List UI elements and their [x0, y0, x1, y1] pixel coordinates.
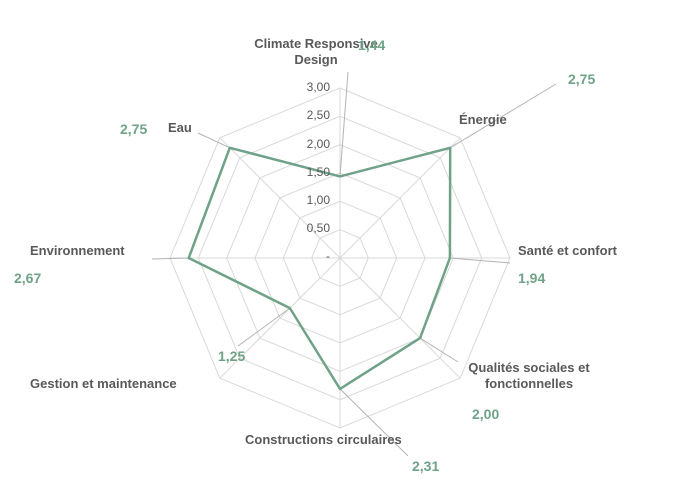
axis-spoke	[219, 137, 341, 259]
leader-line	[151, 257, 189, 260]
value-label-energie: 2,75	[568, 71, 596, 87]
value-label-qualites-sociales-et-fonctionnelles: 2,00	[472, 406, 500, 422]
radial-tick-300: 3,00	[306, 80, 330, 94]
axis-spoke	[339, 257, 461, 379]
axis-spoke	[339, 137, 461, 259]
radial-tick-100: 1,00	[306, 193, 330, 207]
category-label-gestion-et-maintenance: Gestion et maintenance	[30, 376, 177, 391]
category-label-sante-et-confort: Santé et confort	[518, 243, 617, 258]
value-label-environnement: 2,67	[14, 270, 42, 286]
category-label-eau: Eau	[168, 120, 192, 135]
category-label-energie: Énergie	[459, 112, 507, 127]
radial-tick-150: 1,50	[306, 165, 330, 179]
category-label-constructions-circulaires: Constructions circulaires	[245, 432, 402, 447]
value-label-eau: 2,75	[120, 121, 148, 137]
leader-line	[339, 71, 349, 177]
value-label-constructions-circulaires: 2,31	[412, 458, 440, 474]
category-label-climate-responsive-design: Climate Responsive Design	[254, 36, 378, 68]
leader-line	[419, 337, 459, 363]
leader-line	[339, 388, 409, 457]
leader-line	[237, 307, 291, 347]
leader-line	[449, 257, 511, 264]
leader-line	[197, 132, 231, 149]
radial-tick-050: 0,50	[306, 221, 330, 235]
category-label-qualites-sociales-et-fonctionnelles: Qualités sociales et fonctionnelles	[468, 360, 590, 392]
axis-spoke	[219, 257, 341, 379]
category-label-environnement: Environnement	[30, 243, 125, 258]
radial-tick-zero: -	[326, 249, 330, 263]
value-label-climate-responsive-design: 1,44	[358, 37, 386, 53]
value-label-gestion-et-maintenance: 1,25	[218, 348, 246, 364]
radial-tick-250: 2,50	[306, 108, 330, 122]
leader-line	[449, 83, 557, 149]
radial-tick-200: 2,00	[306, 137, 330, 151]
value-label-sante-et-confort: 1,94	[518, 270, 546, 286]
data-series-polygon	[187, 146, 452, 391]
